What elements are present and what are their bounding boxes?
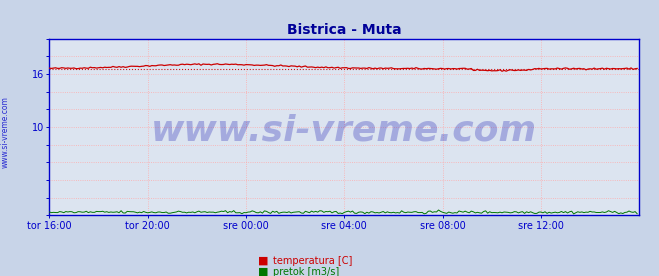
Text: www.si-vreme.com: www.si-vreme.com [152,113,537,147]
Text: www.si-vreme.com: www.si-vreme.com [1,97,10,168]
Text: pretok [m3/s]: pretok [m3/s] [273,267,340,276]
Title: Bistrica - Muta: Bistrica - Muta [287,23,401,38]
Text: ■: ■ [258,267,269,276]
Text: temperatura [C]: temperatura [C] [273,256,353,266]
Text: ■: ■ [258,256,269,266]
